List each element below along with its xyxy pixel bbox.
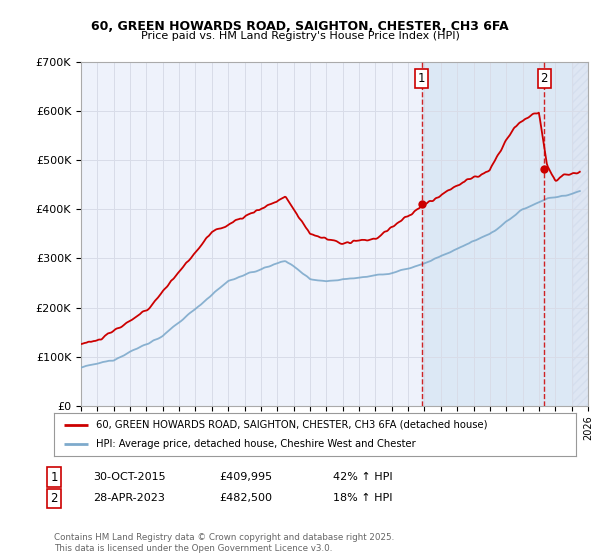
Text: 18% ↑ HPI: 18% ↑ HPI bbox=[333, 493, 392, 503]
Text: HPI: Average price, detached house, Cheshire West and Chester: HPI: Average price, detached house, Ches… bbox=[96, 439, 416, 449]
Text: 60, GREEN HOWARDS ROAD, SAIGHTON, CHESTER, CH3 6FA: 60, GREEN HOWARDS ROAD, SAIGHTON, CHESTE… bbox=[91, 20, 509, 32]
Text: 1: 1 bbox=[50, 470, 58, 484]
Bar bbox=[422, 62, 572, 406]
Text: Price paid vs. HM Land Registry's House Price Index (HPI): Price paid vs. HM Land Registry's House … bbox=[140, 31, 460, 41]
Text: 60, GREEN HOWARDS ROAD, SAIGHTON, CHESTER, CH3 6FA (detached house): 60, GREEN HOWARDS ROAD, SAIGHTON, CHESTE… bbox=[96, 420, 487, 430]
Text: 28-APR-2023: 28-APR-2023 bbox=[93, 493, 165, 503]
Text: 1: 1 bbox=[418, 72, 425, 85]
Text: £409,995: £409,995 bbox=[219, 472, 272, 482]
Text: 30-OCT-2015: 30-OCT-2015 bbox=[93, 472, 166, 482]
Text: 2: 2 bbox=[50, 492, 58, 505]
Text: £482,500: £482,500 bbox=[219, 493, 272, 503]
Text: 42% ↑ HPI: 42% ↑ HPI bbox=[333, 472, 392, 482]
Bar bbox=[572, 62, 588, 406]
Text: 2: 2 bbox=[541, 72, 548, 85]
Text: Contains HM Land Registry data © Crown copyright and database right 2025.
This d: Contains HM Land Registry data © Crown c… bbox=[54, 533, 394, 553]
